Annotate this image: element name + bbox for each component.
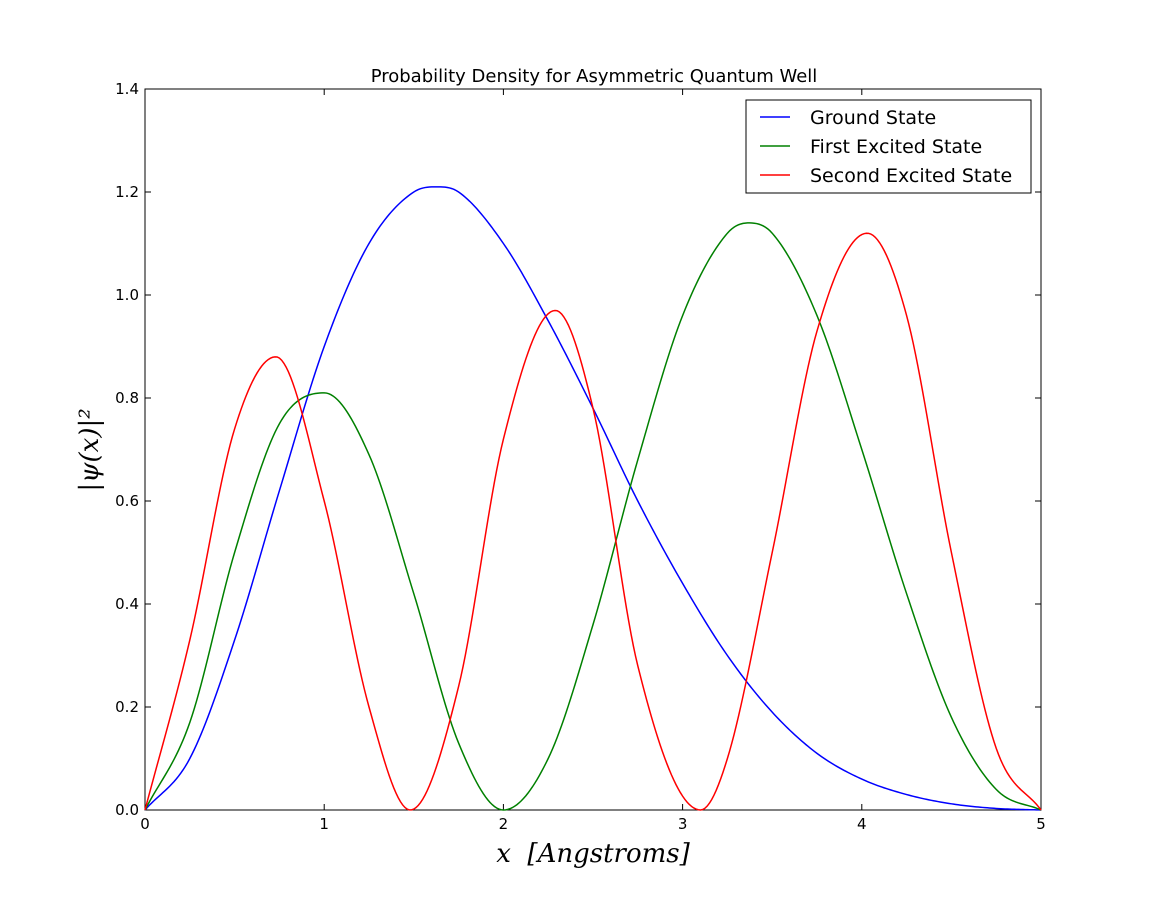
legend-box (745, 99, 1032, 194)
y-tick-label: 0.4 (115, 595, 139, 613)
x-tick-label: 2 (499, 815, 509, 833)
legend: Ground State First Excited State Second Ex… (745, 99, 1032, 194)
plot-area: 0 1 2 3 4 5 0.0 0.2 0.4 0.6 0.8 1.0 1.2 1.4 (115, 80, 1046, 833)
legend-label: Second Excited State (810, 165, 1012, 187)
series-lines (144, 186, 1042, 811)
y-axis-label: |ψ(x)|² (75, 408, 105, 491)
y-tick-label: 1.0 (115, 286, 139, 304)
y-tick-label: 1.2 (115, 183, 139, 201)
x-tick-label: 4 (857, 815, 867, 833)
x-axis-label: x [Angstroms] (496, 839, 690, 869)
x-tick-label: 3 (678, 815, 688, 833)
y-tick-label: 0.0 (115, 801, 139, 819)
x-tick-label: 0 (140, 815, 150, 833)
legend-label: First Excited State (810, 136, 982, 158)
y-tick-label: 0.6 (115, 492, 139, 510)
series-line (144, 232, 1042, 811)
series-line (144, 222, 1042, 811)
y-tick-label: 0.2 (115, 698, 139, 716)
x-tick-label: 1 (319, 815, 329, 833)
chart-title: Probability Density for Asymmetric Quant… (371, 66, 818, 87)
y-tick-label: 1.4 (115, 80, 139, 98)
x-tick-label: 5 (1036, 815, 1046, 833)
plot-frame (144, 88, 1042, 811)
y-tick-label: 0.8 (115, 389, 139, 407)
legend-label: Ground State (810, 107, 936, 129)
ticks: 0 1 2 3 4 5 0.0 0.2 0.4 0.6 0.8 1.0 1.2 1.4 (115, 80, 1046, 833)
